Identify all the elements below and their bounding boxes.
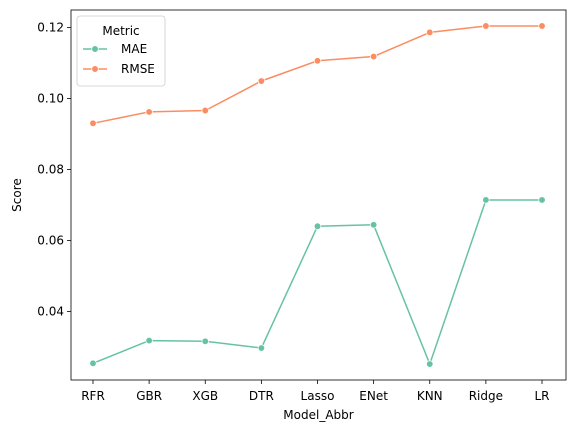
series-mae <box>89 196 546 368</box>
y-tick-label: 0.08 <box>37 162 64 176</box>
mae-point <box>145 336 153 345</box>
series-rmse <box>89 22 546 127</box>
rmse-point <box>313 57 322 65</box>
y-tick-label: 0.04 <box>37 304 64 318</box>
legend: Metric MAE RMSE <box>76 15 166 87</box>
rmse-point <box>369 52 378 61</box>
rmse-point <box>89 119 97 127</box>
legend-label: MAE <box>121 42 147 56</box>
rmse-point <box>145 108 153 116</box>
x-tick-label: KNN <box>417 389 443 403</box>
x-axis: RFR GBR XGB DTR Lasso ENet KNN Ridge LR <box>81 380 550 403</box>
rmse-point <box>482 22 490 30</box>
mae-point <box>369 221 378 229</box>
mae-point <box>426 360 434 368</box>
x-tick-label: Ridge <box>469 389 503 403</box>
y-tick-label: 0.12 <box>37 20 64 34</box>
legend-label: RMSE <box>121 62 155 76</box>
x-tick-label: RFR <box>81 389 105 403</box>
x-tick-label: LR <box>534 389 549 403</box>
mae-point <box>538 196 546 204</box>
legend-entry-mae: MAE <box>83 42 147 56</box>
y-axis-title: Score <box>10 178 24 212</box>
y-axis: 0.04 0.06 0.08 0.10 0.12 <box>37 20 71 318</box>
mae-point <box>313 222 322 230</box>
legend-swatch-marker <box>91 45 99 53</box>
legend-entry-rmse: RMSE <box>83 62 155 76</box>
mae-point <box>89 359 97 367</box>
legend-swatch-marker <box>91 65 99 73</box>
plot-frame <box>70 9 567 381</box>
mae-point <box>482 196 490 204</box>
series-layer <box>89 22 546 368</box>
y-tick-label: 0.06 <box>37 233 64 247</box>
x-axis-title: Model_Abbr <box>283 408 353 422</box>
y-tick-label: 0.10 <box>37 91 64 105</box>
x-tick-label: DTR <box>249 389 274 403</box>
legend-title: Metric <box>102 24 139 38</box>
mae-point <box>257 344 266 352</box>
rmse-point <box>426 28 434 37</box>
x-tick-label: GBR <box>136 389 162 403</box>
rmse-point <box>257 77 266 85</box>
x-tick-label: XGB <box>192 389 218 403</box>
rmse-point <box>538 22 546 30</box>
x-tick-label: Lasso <box>301 389 335 403</box>
mae-point <box>201 337 209 345</box>
x-tick-label: ENet <box>359 389 388 403</box>
rmse-point <box>201 106 209 115</box>
